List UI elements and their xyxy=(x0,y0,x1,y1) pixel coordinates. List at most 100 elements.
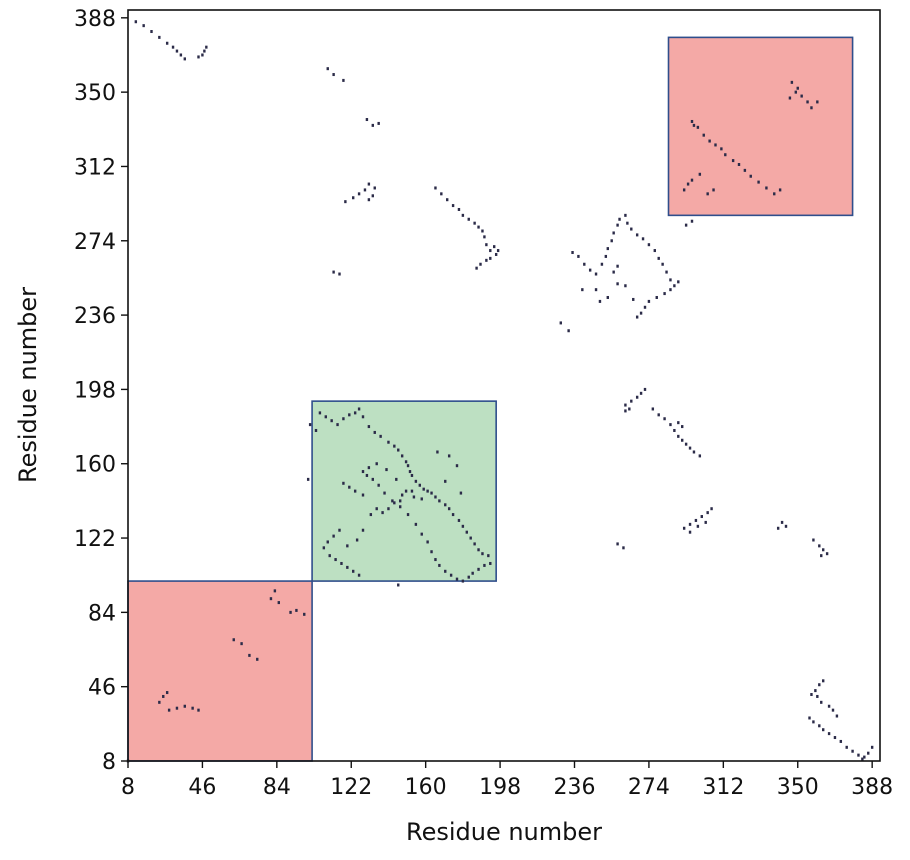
contact-point xyxy=(377,121,380,125)
contact-point xyxy=(134,20,138,24)
contact-point xyxy=(387,440,390,444)
contact-point xyxy=(749,174,752,178)
contact-point xyxy=(626,221,629,225)
contact-point xyxy=(465,530,468,534)
contact-point xyxy=(342,417,345,421)
y-axis-ticks: 8 46 84 122 160 198 236 274 312 350 388 xyxy=(74,7,128,775)
contact-point xyxy=(688,522,692,526)
x-tick-label: 46 xyxy=(188,775,216,800)
plot-frame xyxy=(127,9,881,762)
contact-point xyxy=(381,511,384,515)
contact-point xyxy=(583,262,586,266)
contact-point xyxy=(485,258,488,262)
contact-point xyxy=(426,489,429,493)
contact-point xyxy=(353,489,357,493)
contact-point xyxy=(434,558,437,562)
contact-point xyxy=(367,198,371,202)
contact-point xyxy=(375,507,378,511)
contact-point xyxy=(418,483,421,487)
contact-point xyxy=(835,714,839,718)
contact-point xyxy=(367,425,371,429)
contact-point xyxy=(731,159,735,163)
contact-point xyxy=(357,573,361,577)
y-tick-label: 84 xyxy=(88,601,116,626)
contact-point xyxy=(694,518,698,522)
contact-point xyxy=(346,565,349,569)
domain-box-1 xyxy=(127,580,313,762)
contact-point xyxy=(340,561,343,565)
contact-point xyxy=(698,454,702,458)
contact-point xyxy=(612,231,615,235)
contact-point xyxy=(404,460,408,464)
contact-point xyxy=(647,243,651,247)
contact-point xyxy=(438,563,441,567)
contact-point xyxy=(314,428,318,432)
contact-point xyxy=(684,223,688,227)
contact-point xyxy=(489,256,492,260)
contact-point xyxy=(426,540,429,544)
contact-point xyxy=(367,182,371,186)
contact-point xyxy=(410,489,414,493)
contact-point xyxy=(682,188,686,192)
contact-point xyxy=(581,288,584,292)
contact-point xyxy=(385,468,388,472)
contact-point xyxy=(641,237,645,241)
contact-point xyxy=(612,270,615,274)
contact-point xyxy=(639,391,643,395)
contact-point xyxy=(737,163,741,167)
contact-point xyxy=(346,544,349,548)
contact-point xyxy=(371,123,374,127)
contact-point xyxy=(845,745,848,749)
contact-point xyxy=(635,395,639,399)
contact-point xyxy=(655,295,658,299)
contact-point xyxy=(616,264,619,268)
contact-point xyxy=(669,288,672,292)
contact-point xyxy=(334,558,337,562)
contact-point xyxy=(681,425,684,429)
contact-point xyxy=(657,413,660,417)
contact-point xyxy=(383,491,386,495)
contact-point xyxy=(577,254,580,258)
contact-point xyxy=(318,411,322,415)
contact-point xyxy=(369,513,373,517)
contact-point xyxy=(483,563,486,567)
contact-point xyxy=(400,493,404,497)
x-tick-label: 84 xyxy=(263,775,291,800)
contact-point xyxy=(618,217,621,221)
contact-point xyxy=(348,485,351,489)
contact-point xyxy=(446,198,449,202)
contact-point xyxy=(451,513,455,517)
contact-point xyxy=(361,470,365,474)
contact-point xyxy=(635,233,639,237)
x-tick-label: 274 xyxy=(628,775,670,800)
contact-point xyxy=(342,78,345,82)
contact-point xyxy=(628,407,631,411)
contact-point xyxy=(720,147,723,151)
contact-point xyxy=(496,249,500,253)
contact-point xyxy=(673,284,676,288)
contact-point xyxy=(467,217,470,221)
contact-point xyxy=(326,67,329,71)
contact-point xyxy=(708,139,711,143)
contact-point xyxy=(183,57,186,61)
contact-point xyxy=(197,708,200,712)
y-tick-label: 8 xyxy=(102,750,116,775)
contact-point xyxy=(778,188,782,192)
domain-box-3 xyxy=(667,36,854,217)
y-tick-label: 388 xyxy=(74,7,116,32)
contact-point xyxy=(303,612,306,616)
contact-point xyxy=(232,638,235,642)
contact-point xyxy=(677,434,680,438)
y-tick-label: 236 xyxy=(74,304,116,329)
x-tick-label: 236 xyxy=(554,775,596,800)
contact-point xyxy=(616,223,619,227)
contact-point xyxy=(201,53,204,57)
contact-point xyxy=(816,100,819,104)
contact-point xyxy=(338,528,341,532)
contact-point xyxy=(477,567,480,571)
contact-point xyxy=(203,49,206,53)
contact-point xyxy=(414,479,418,483)
contact-point xyxy=(681,438,684,442)
contact-point xyxy=(714,143,717,147)
x-tick-label: 350 xyxy=(777,775,819,800)
